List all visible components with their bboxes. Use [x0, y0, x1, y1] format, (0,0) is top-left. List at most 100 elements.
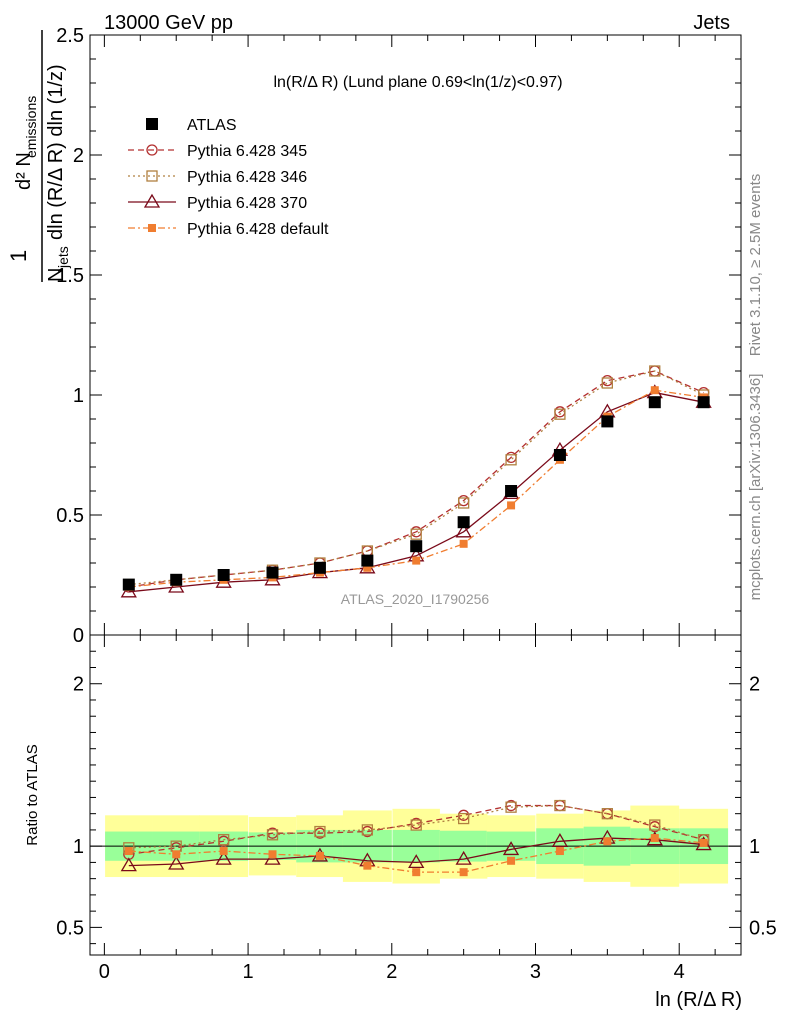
jets-label: Jets	[693, 12, 730, 34]
series-point-pythia-6-428-default	[650, 386, 659, 395]
ratio-point-pythia-6-428-370	[455, 850, 472, 865]
series-point-pythia-6-428-346	[554, 408, 566, 420]
legend-marker	[146, 170, 158, 182]
ratio-point-pythia-6-428-346	[649, 819, 661, 831]
legend-label: ATLAS	[187, 117, 237, 134]
ratio-ytick-label: 2	[73, 674, 84, 696]
legend-marker	[146, 144, 158, 156]
series-point-pythia-6-428-346	[457, 497, 470, 509]
axes-frames: 0 0.5 1 1.5 2 2.5 0.5 0.5 1 1 2 2 0 1 2 3 4	[56, 25, 777, 983]
main-ytick-label: 1.5	[56, 265, 84, 287]
legend-marker	[148, 224, 156, 232]
ratio-point-pythia-6-428-346	[601, 808, 614, 820]
xtick-label: 2	[386, 961, 397, 983]
ratio-point-pythia-6-428-346	[457, 812, 470, 825]
legend-label: Pythia 6.428 345	[187, 143, 307, 160]
ratio-ylabel: Ratio to ATLAS	[24, 744, 41, 845]
series-point-pythia-6-428-default	[459, 539, 468, 548]
main-ytick-label: 0	[73, 625, 84, 647]
legend-label: Pythia 6.428 default	[187, 221, 329, 238]
ratio-ytick-label: 0.5	[56, 917, 84, 939]
legend-marker	[146, 118, 158, 130]
ratio-point-pythia-6-428-346	[266, 829, 279, 841]
svg-text:d² N: d² N	[13, 152, 35, 190]
ratio-ytick-label-right: 1	[749, 836, 760, 858]
ratio-point-pythia-6-428-346	[217, 834, 230, 846]
series-line-pythia-6-428-345	[128, 370, 704, 588]
legend: ATLAS Pythia 6.428 345 Pythia 6.428 346 Pyt…	[128, 117, 329, 238]
xtick-label: 4	[674, 961, 685, 983]
ratio-point-pythia-6-428-346	[554, 799, 566, 812]
ratio-point-pythia-6-428-default	[172, 850, 181, 859]
series-point-pythia-6-428-346	[649, 365, 661, 377]
ratio-point-pythia-6-428-default	[315, 851, 324, 860]
ylabel-denominator-rest: dln (R/Δ R) dln (1/z)	[45, 64, 67, 240]
analysis-label: ATLAS_2020_I1790256	[341, 591, 490, 607]
main-ytick-label: 2	[73, 145, 84, 167]
ylabel-denominator-sub: jets	[55, 246, 71, 269]
collision-label: 13000 GeV pp	[104, 12, 233, 34]
atlas-data-point	[601, 415, 614, 428]
atlas-data-point	[266, 566, 279, 579]
series-point-pythia-6-428-346	[410, 528, 422, 540]
atlas-data-point	[217, 569, 230, 581]
ratio-series-layer	[120, 799, 712, 877]
ratio-point-pythia-6-428-default	[268, 850, 277, 859]
atlas-data-point	[410, 540, 423, 553]
ratio-point-pythia-6-428-default	[603, 837, 612, 846]
mcplots-label: mcplots.cern.ch [arXiv:1306.3436]	[747, 374, 764, 601]
ratio-point-pythia-6-428-default	[412, 868, 421, 877]
ratio-point-pythia-6-428-346	[361, 824, 374, 836]
ratio-point-pythia-6-428-default	[219, 847, 228, 856]
atlas-data-point	[697, 396, 710, 409]
ratio-point-pythia-6-428-default	[650, 834, 659, 843]
ratio-line-pythia-6-428-345	[128, 804, 704, 855]
series-point-pythia-6-428-default	[507, 501, 516, 510]
series-point-pythia-6-428-default	[412, 556, 421, 565]
plot-title: ln(R/Δ R) (Lund plane 0.69<ln(1/z)<0.97)	[273, 74, 562, 91]
ratio-point-pythia-6-428-default	[459, 868, 468, 877]
atlas-data-point	[553, 449, 566, 461]
series-point-pythia-6-428-370	[455, 523, 472, 538]
main-ylabel: 1 d² N emissions N jets dln (R/Δ R) dln …	[6, 30, 71, 282]
ratio-point-pythia-6-428-370	[502, 841, 520, 856]
ratio-point-pythia-6-428-370	[120, 857, 137, 872]
ratio-point-pythia-6-428-default	[124, 847, 133, 856]
series-line-pythia-6-428-346	[128, 370, 704, 586]
legend-label: Pythia 6.428 370	[187, 195, 307, 212]
main-ytick-label: 1	[73, 385, 84, 407]
ratio-ytick-label-right: 0.5	[749, 917, 777, 939]
ratio-point-pythia-6-428-370	[168, 855, 185, 870]
ratio-point-pythia-6-428-default	[507, 856, 516, 865]
atlas-data-point	[648, 396, 661, 409]
x-axis-label: ln (R/Δ R)	[655, 989, 742, 1011]
main-ytick-label: 0.5	[56, 505, 84, 527]
ratio-point-pythia-6-428-default	[699, 838, 708, 847]
xtick-label: 3	[530, 961, 541, 983]
series-point-pythia-6-428-346	[601, 377, 614, 389]
xtick-label: 0	[99, 961, 110, 983]
ratio-point-pythia-6-428-346	[410, 819, 422, 831]
ratio-ytick-label: 1	[73, 836, 84, 858]
ratio-point-pythia-6-428-346	[314, 825, 326, 838]
main-ytick-label: 2.5	[56, 25, 84, 47]
atlas-data-point	[313, 561, 326, 574]
atlas-data-point	[170, 573, 183, 586]
legend-label: Pythia 6.428 346	[187, 169, 307, 186]
atlas-data-point	[505, 485, 518, 497]
ylabel-numerator-sub: emissions	[23, 96, 39, 158]
series-point-pythia-6-428-345	[601, 374, 614, 387]
xtick-label: 1	[243, 961, 254, 983]
ratio-point-pythia-6-428-370	[551, 833, 569, 847]
ratio-ytick-label-right: 2	[749, 674, 760, 696]
ylabel-prefix: 1	[6, 250, 31, 262]
rivet-label: Rivet 3.1.10, ≥ 2.5M events	[747, 174, 764, 357]
ratio-point-pythia-6-428-346	[505, 801, 517, 813]
series-point-pythia-6-428-346	[505, 454, 517, 466]
ratio-frame	[89, 634, 742, 956]
ylabel-denominator: N	[45, 268, 67, 282]
legend-marker	[143, 193, 161, 208]
ratio-point-pythia-6-428-default	[363, 861, 372, 870]
ratio-point-pythia-6-428-370	[408, 854, 425, 869]
